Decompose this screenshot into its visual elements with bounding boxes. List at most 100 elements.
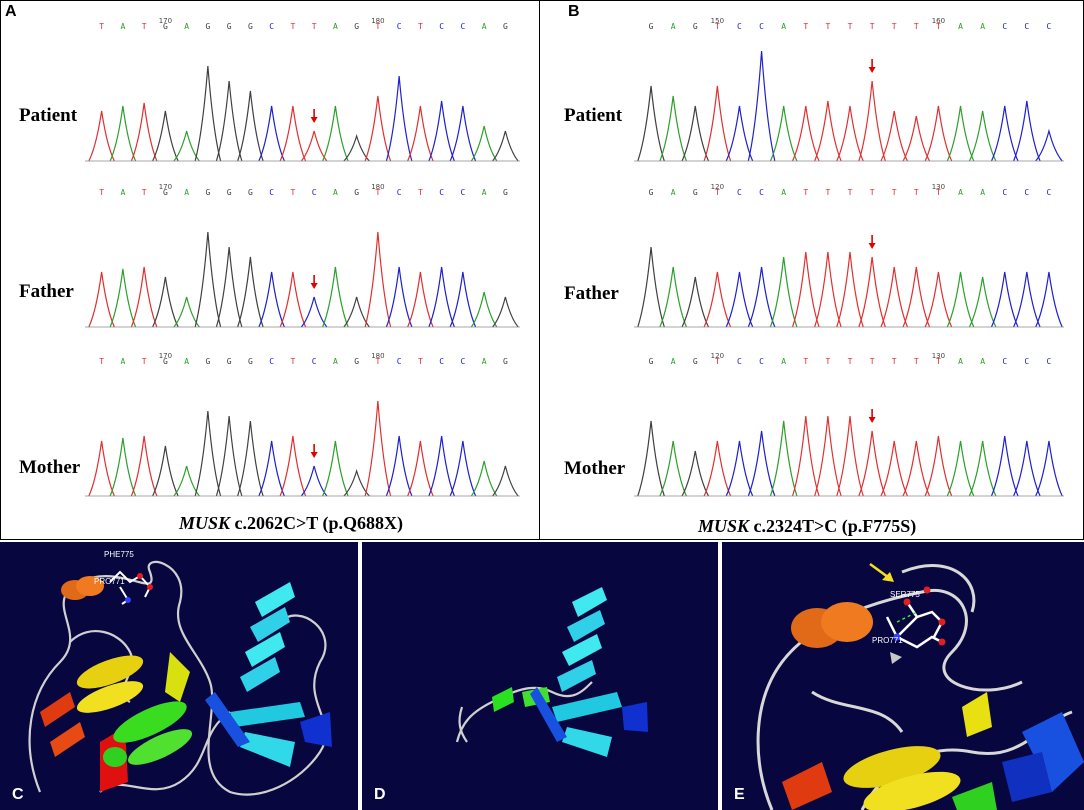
- a-trace-peak: [470, 125, 498, 162]
- a-base-letter: C: [312, 357, 317, 366]
- a-trace-peak: [449, 105, 477, 162]
- a-base-letter: T: [99, 22, 104, 31]
- a-trace-peak: [109, 437, 137, 497]
- b-trace-peak: [725, 440, 754, 497]
- b-base-letter: T: [825, 357, 830, 366]
- panel-c-protein-structure: PHE775 PRO771 C: [0, 542, 358, 810]
- b-base-letter: G: [649, 357, 654, 366]
- a-trace-peak: [279, 271, 307, 328]
- b-base-letter: A: [958, 22, 963, 31]
- b-base-letter: A: [781, 22, 786, 31]
- b-trace-peak: [747, 50, 776, 162]
- b-trace-peak: [924, 435, 953, 497]
- b-trace-peak: [902, 115, 931, 162]
- a-base-letter: G: [503, 188, 508, 197]
- residue-label-phe775: PHE775: [104, 550, 134, 559]
- a-trace-peak: [130, 266, 158, 328]
- b-base-letter: A: [781, 357, 786, 366]
- panel-e-protein-structure: SER775 PRO771 E: [722, 542, 1084, 810]
- b-base-letter: T: [825, 188, 830, 197]
- caption-a-text: c.2062C>T (p.Q688X): [230, 513, 403, 533]
- a-trace-peak: [130, 102, 158, 162]
- b-position-tick: 160: [932, 17, 945, 25]
- b-position-tick: 130: [932, 352, 945, 360]
- b-base-letter: A: [781, 188, 786, 197]
- b-trace-peak: [814, 100, 842, 162]
- a-trace-peak: [130, 435, 158, 497]
- a-base-letter: T: [290, 188, 295, 197]
- b-trace-peak: [814, 415, 842, 497]
- b-base-letter: T: [715, 22, 720, 31]
- b-base-letter: G: [649, 22, 654, 31]
- a-trace-peak: [88, 271, 115, 328]
- a-trace-peak: [364, 95, 392, 162]
- a-base-letter: A: [482, 357, 487, 366]
- a-position-tick: 180: [371, 17, 384, 25]
- a-base-letter: A: [120, 22, 125, 31]
- a-base-letter: C: [460, 22, 465, 31]
- a-trace-peak: [88, 440, 115, 497]
- a-position-tick: 170: [159, 17, 172, 25]
- a-base-letter: T: [375, 22, 380, 31]
- a-base-letter: T: [290, 22, 295, 31]
- row-label-mother-a: Mother: [19, 457, 81, 478]
- b-variant-arrow: [868, 409, 876, 423]
- chromatogram-b: G A G T C C A T T T T T T T A A C C C 150 160 G A G T C C A T T T T T T T A…: [634, 17, 1064, 497]
- b-base-letter: C: [759, 357, 764, 366]
- b-variant-arrow: [868, 59, 876, 73]
- b-base-letter: T: [825, 22, 830, 31]
- b-trace-peak: [703, 271, 732, 328]
- b-base-letter: A: [980, 188, 985, 197]
- b-base-letter: T: [892, 357, 897, 366]
- b-trace-peak: [924, 271, 953, 328]
- a-trace-peak: [428, 266, 455, 328]
- b-base-letter: T: [936, 357, 941, 366]
- a-base-letter: G: [248, 188, 253, 197]
- b-base-letter: T: [914, 22, 919, 31]
- b-base-letter: A: [958, 357, 963, 366]
- b-trace-peak: [791, 415, 820, 497]
- a-base-letter: A: [184, 357, 189, 366]
- a-variant-arrow: [310, 109, 318, 123]
- b-base-letter: T: [936, 188, 941, 197]
- a-trace-peak: [470, 291, 498, 328]
- b-base-letter: T: [892, 188, 897, 197]
- b-trace-peak: [946, 105, 975, 162]
- b-trace-peak: [968, 440, 997, 497]
- b-base-letter: C: [737, 357, 742, 366]
- b-trace-peak: [659, 266, 687, 328]
- b-trace-peak: [1035, 440, 1063, 497]
- a-base-letter: T: [290, 357, 295, 366]
- a-variant-arrow: [310, 444, 318, 458]
- a-base-letter: T: [418, 22, 423, 31]
- a-trace-peak: [237, 90, 264, 162]
- a-base-letter: G: [163, 22, 168, 31]
- residue-label-ser775: SER775: [890, 590, 920, 599]
- b-position-tick: 120: [711, 352, 724, 360]
- a-trace-peak: [470, 460, 498, 497]
- a-trace-peak: [194, 65, 222, 162]
- b-trace-peak: [836, 105, 864, 162]
- b-base-letter: C: [737, 22, 742, 31]
- b-base-letter: A: [671, 188, 676, 197]
- b-trace-peak: [703, 440, 732, 497]
- a-trace-peak: [385, 266, 413, 328]
- a-base-letter: G: [227, 357, 232, 366]
- a-variant-arrow: [310, 275, 318, 289]
- b-base-letter: T: [870, 22, 875, 31]
- a-trace-peak: [428, 100, 455, 162]
- row-label-patient-b: Patient: [564, 105, 623, 126]
- b-trace-peak: [791, 251, 820, 328]
- a-trace-peak: [300, 296, 328, 328]
- b-base-letter: C: [1002, 188, 1007, 197]
- b-base-letter: C: [1024, 357, 1029, 366]
- b-base-letter: A: [671, 22, 676, 31]
- b-base-letter: T: [848, 357, 853, 366]
- b-trace-peak: [1013, 440, 1041, 497]
- b-trace-peak: [858, 430, 886, 497]
- a-base-letter: T: [142, 357, 147, 366]
- b-trace-peak: [681, 276, 710, 328]
- a-trace-peak: [173, 130, 200, 162]
- a-base-letter: C: [439, 22, 444, 31]
